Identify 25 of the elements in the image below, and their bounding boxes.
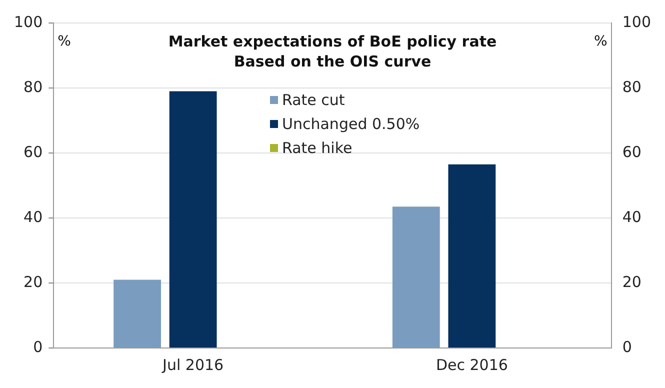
- x-tick-label: Dec 2016: [436, 356, 508, 374]
- legend-label: Rate cut: [282, 90, 345, 111]
- y2-axis-title: %: [594, 34, 608, 50]
- y2-tick-label: 20: [622, 272, 642, 291]
- y2-tick-label: 0: [622, 338, 632, 356]
- y-tick-label: 0: [33, 338, 43, 356]
- y-tick-label: 20: [24, 272, 43, 291]
- y-tick-label: 40: [24, 208, 43, 226]
- y-tick-label: 100: [14, 12, 43, 31]
- y2-tick-label: 100: [622, 12, 652, 31]
- legend-label: Rate hike: [282, 138, 352, 159]
- bar: [169, 91, 217, 348]
- y2-tick-label: 80: [622, 78, 642, 96]
- x-tick-label: Jul 2016: [162, 356, 224, 374]
- bar: [114, 280, 161, 348]
- y-tick-label: 60: [24, 142, 43, 161]
- legend-label: Unchanged 0.50%: [282, 114, 420, 135]
- y2-tick-label: 40: [622, 208, 642, 226]
- bar: [392, 206, 440, 348]
- bar: [448, 164, 496, 348]
- y-tick-label: 80: [24, 78, 43, 96]
- y2-tick-label: 60: [622, 142, 642, 161]
- text: Based on the OIS curve: [234, 52, 432, 70]
- y-axis-title: %: [58, 34, 71, 50]
- text: Market expectations of BoE policy rate: [168, 32, 497, 50]
